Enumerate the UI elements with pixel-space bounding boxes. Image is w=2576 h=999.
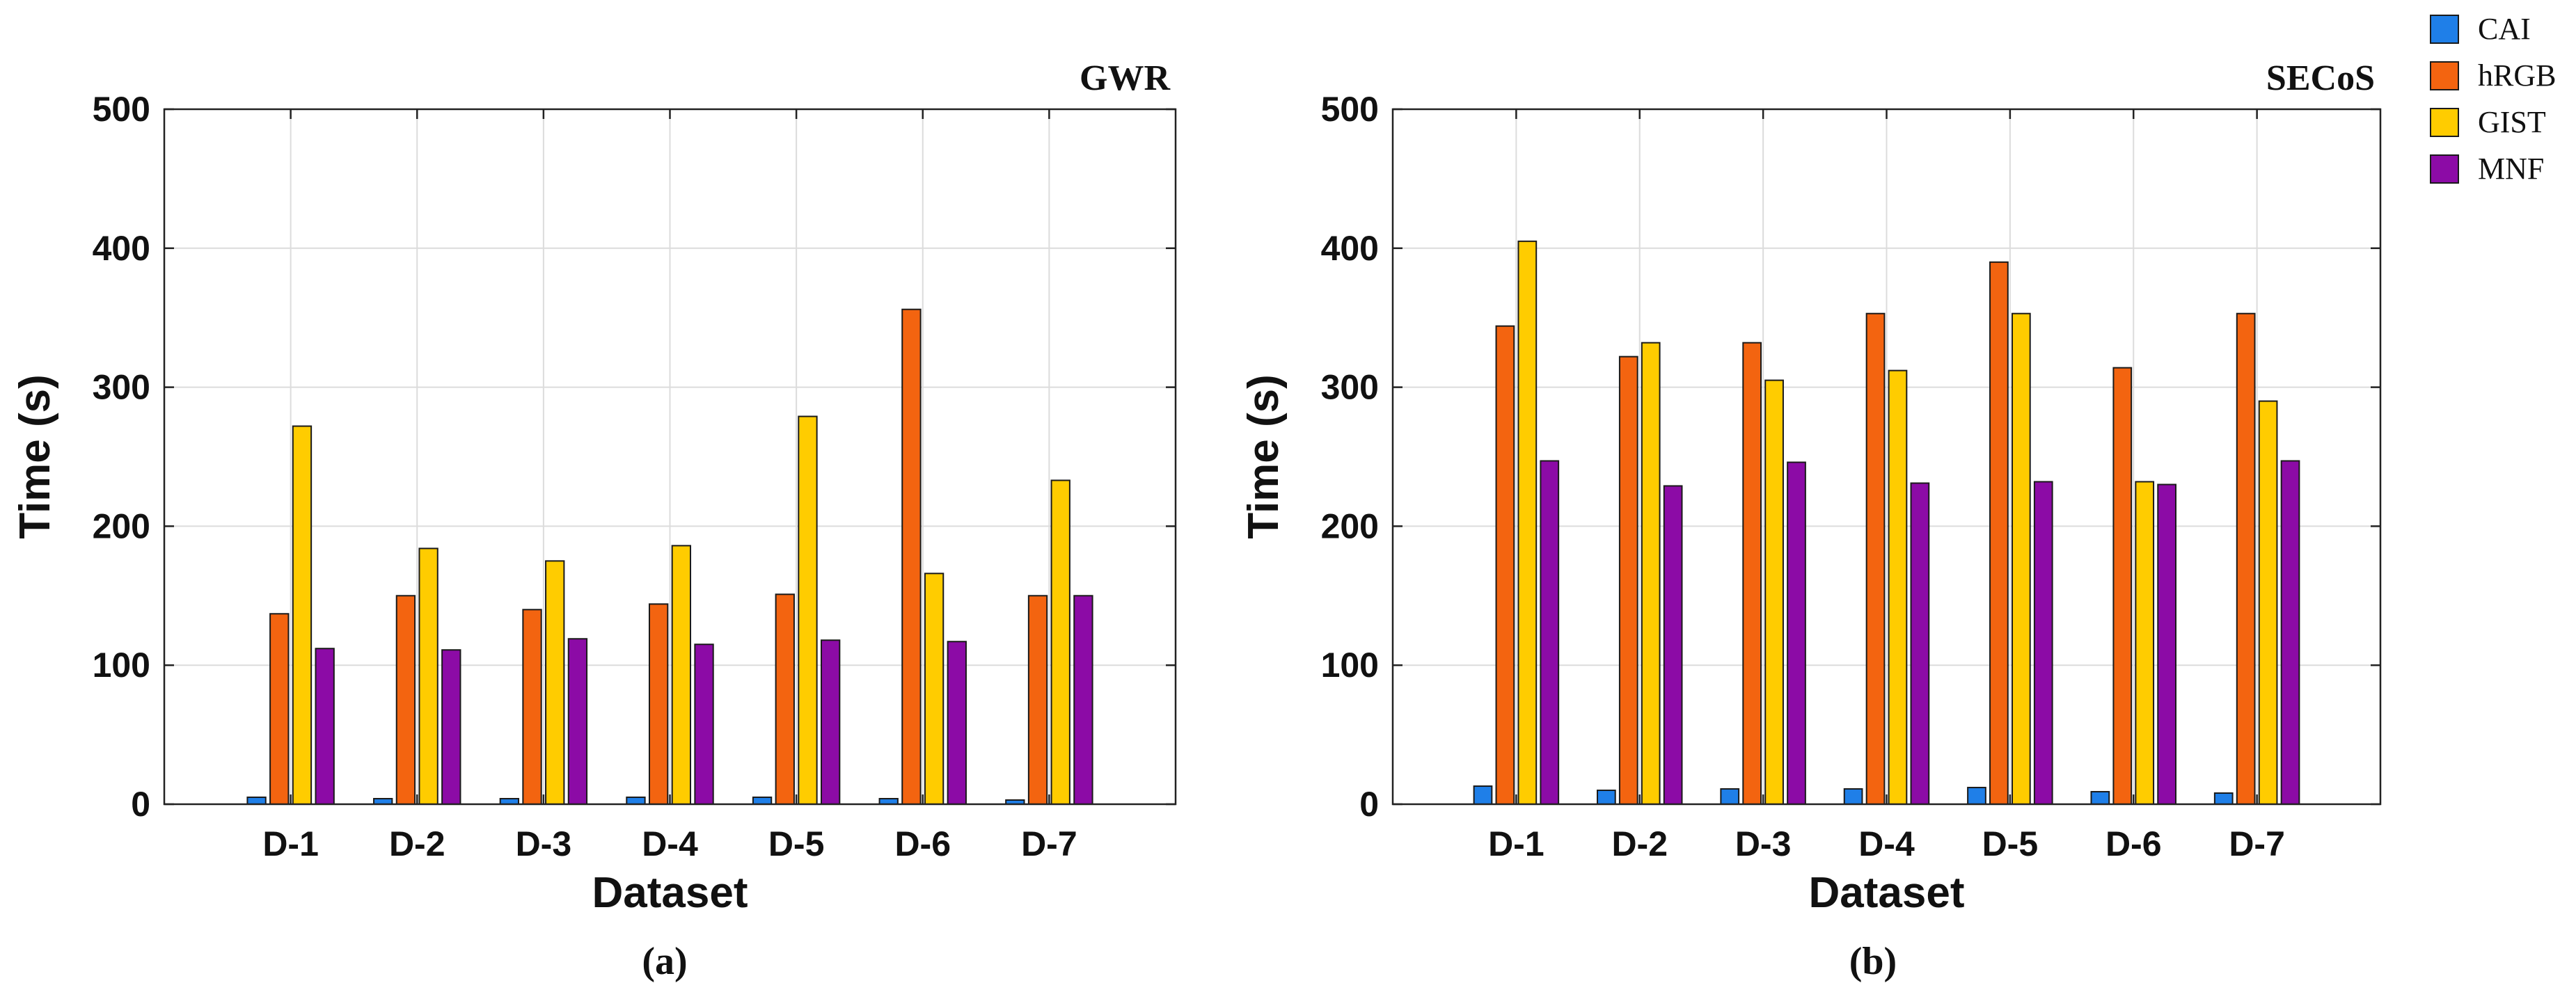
x-tick-label: D-2 xyxy=(389,824,445,863)
x-tick-label: D-4 xyxy=(642,824,698,863)
bar-cai-d-6 xyxy=(2090,791,2110,805)
bar-cai-d-2 xyxy=(1596,790,1616,806)
bar-cai-d-5 xyxy=(752,797,773,806)
bar-gist-d-2 xyxy=(1641,342,1661,805)
legend: CAI hRGB GIST MNF xyxy=(2430,12,2556,186)
bar-mnf-d-5 xyxy=(820,639,841,806)
y-tick-label: 200 xyxy=(1321,506,1379,545)
bar-hrgb-d-3 xyxy=(522,609,542,806)
bar-hrgb-d-1 xyxy=(269,613,290,805)
bar-cai-d-3 xyxy=(1720,788,1740,805)
y-tick-label: 100 xyxy=(93,646,150,685)
x-tick-label: D-7 xyxy=(1021,824,1077,863)
panel-caption: (a) xyxy=(642,940,687,983)
panel-gwr: 0 100 200 300 400 500 D-1 D-2 D-3 D-4 D-5 D-6 D-7 Dat… xyxy=(11,58,1177,983)
bar-cai-d-7 xyxy=(2213,792,2234,805)
x-tick-label: D-1 xyxy=(262,824,319,863)
bar-hrgb-d-6 xyxy=(2112,367,2133,805)
bar-gist-d-4 xyxy=(1888,369,1908,805)
y-tick-label: 400 xyxy=(93,229,150,268)
x-tick-label: D-3 xyxy=(516,824,572,863)
panel-secos: 0 100 200 300 400 500 D-1 D-2 D-3 D-4 D-5 D-6 D-7 Dat… xyxy=(1240,58,2382,983)
bar-gist-d-1 xyxy=(292,425,313,805)
bar-hrgb-d-7 xyxy=(1027,595,1048,805)
panel-title: SECoS xyxy=(2266,58,2375,98)
y-tick-label: 400 xyxy=(1321,229,1379,268)
x-tick-label: D-3 xyxy=(1735,824,1792,863)
x-tick-label: D-5 xyxy=(768,824,825,863)
bar-mnf-d-2 xyxy=(1663,485,1683,805)
panel-caption: (b) xyxy=(1849,940,1897,983)
legend-label-mnf: MNF xyxy=(2478,152,2544,186)
y-tick-label: 0 xyxy=(1359,785,1379,824)
bar-gist-d-3 xyxy=(1764,379,1784,805)
bar-cai-d-1 xyxy=(246,797,267,806)
bar-gist-d-6 xyxy=(924,573,945,805)
y-tick-label: 200 xyxy=(93,506,150,545)
bar-hrgb-d-1 xyxy=(1495,325,1515,805)
y-tick-label: 300 xyxy=(1321,368,1379,407)
y-axis-label: Time (s) xyxy=(11,374,59,539)
x-tick-label: D-1 xyxy=(1488,824,1544,863)
legend-label-hrgb: hRGB xyxy=(2478,58,2556,93)
bar-gist-d-5 xyxy=(798,415,818,805)
y-tick-label: 0 xyxy=(131,785,150,824)
bar-mnf-d-6 xyxy=(2157,483,2177,806)
legend-swatch-cai xyxy=(2430,15,2459,44)
bar-hrgb-d-2 xyxy=(1618,355,1638,805)
bar-mnf-d-3 xyxy=(567,638,588,805)
bar-hrgb-d-6 xyxy=(901,308,922,806)
x-tick-label: D-4 xyxy=(1858,824,1915,863)
bar-mnf-d-7 xyxy=(1073,595,1093,805)
x-tick-label: D-7 xyxy=(2229,824,2285,863)
bar-mnf-d-3 xyxy=(1787,461,1806,805)
panel-title: GWR xyxy=(1080,58,1171,98)
bar-gist-d-2 xyxy=(418,548,438,805)
bar-gist-d-7 xyxy=(2258,400,2278,805)
bar-mnf-d-2 xyxy=(441,649,461,805)
bar-cai-d-4 xyxy=(1843,788,1863,805)
y-tick-label: 300 xyxy=(93,368,150,407)
bar-mnf-d-6 xyxy=(947,641,967,806)
y-tick-label: 100 xyxy=(1321,646,1379,685)
legend-label-cai: CAI xyxy=(2478,12,2531,46)
bar-mnf-d-1 xyxy=(315,648,335,805)
y-tick-label: 500 xyxy=(1321,90,1379,129)
legend-swatch-gist xyxy=(2430,108,2459,137)
bar-mnf-d-4 xyxy=(1910,482,1930,805)
bar-hrgb-d-4 xyxy=(1865,312,1886,805)
bar-mnf-d-7 xyxy=(2280,460,2300,806)
bar-hrgb-d-4 xyxy=(648,603,669,806)
bar-gist-d-5 xyxy=(2011,312,2031,805)
bar-gist-d-7 xyxy=(1050,479,1070,805)
legend-label-gist: GIST xyxy=(2478,105,2546,139)
x-tick-label: D-5 xyxy=(1982,824,2039,863)
bar-gist-d-1 xyxy=(1517,240,1538,805)
x-axis-label: Dataset xyxy=(1809,869,1965,917)
x-tick-label: D-2 xyxy=(1611,824,1668,863)
y-tick-label: 500 xyxy=(93,90,150,129)
legend-swatch-hrgb xyxy=(2430,61,2459,90)
bar-hrgb-d-5 xyxy=(775,593,795,805)
bar-hrgb-d-5 xyxy=(1989,261,2009,805)
bar-mnf-d-5 xyxy=(2033,481,2053,805)
bar-cai-d-5 xyxy=(1967,787,1986,806)
bar-cai-d-1 xyxy=(1473,785,1493,805)
legend-swatch-mnf xyxy=(2430,154,2459,184)
bar-mnf-d-1 xyxy=(1540,460,1560,806)
bar-gist-d-6 xyxy=(2135,481,2155,805)
bar-hrgb-d-2 xyxy=(395,595,416,805)
bar-mnf-d-4 xyxy=(694,644,714,805)
x-tick-label: D-6 xyxy=(2105,824,2162,863)
bar-hrgb-d-3 xyxy=(1742,342,1762,805)
bar-gist-d-3 xyxy=(545,560,565,805)
x-tick-label: D-6 xyxy=(894,824,951,863)
bar-hrgb-d-7 xyxy=(2236,312,2256,805)
bar-gist-d-4 xyxy=(671,545,692,805)
bar-cai-d-4 xyxy=(626,797,646,806)
y-axis-label: Time (s) xyxy=(1240,374,1288,539)
x-axis-label: Dataset xyxy=(592,869,748,917)
